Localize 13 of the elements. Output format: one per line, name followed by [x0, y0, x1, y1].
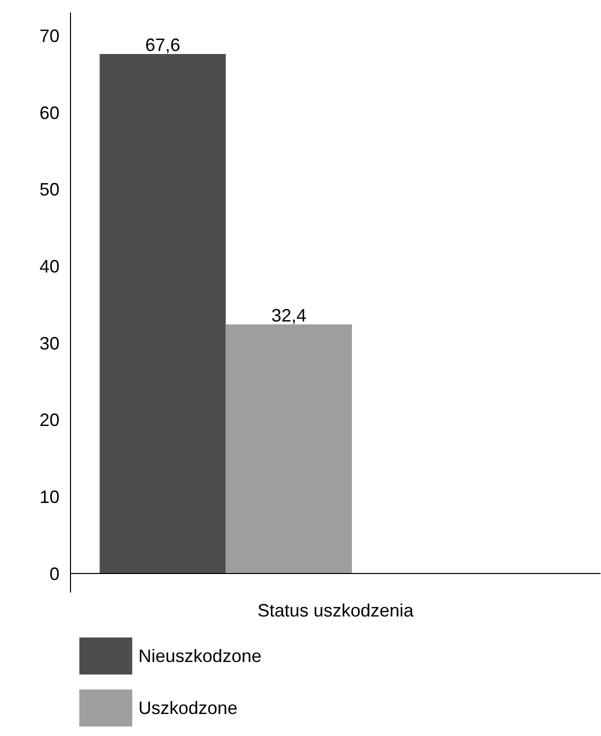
y-tick-label: 60: [39, 102, 60, 123]
y-tick-label: 70: [39, 26, 60, 46]
y-tick-label: 20: [39, 410, 60, 430]
y-tick-label: 30: [39, 333, 60, 354]
legend-label: Nieuszkodzone: [138, 646, 262, 666]
legend-label: Uszkodzone: [138, 698, 238, 718]
data-label: 32,4: [271, 305, 306, 326]
data-label: 67,6: [145, 34, 180, 55]
y-tick-label: 0: [49, 564, 60, 584]
y-tick-label: 40: [39, 256, 60, 277]
y-tick-label: 10: [39, 486, 60, 507]
x-tick-label: Status uszkodzenia: [257, 600, 415, 620]
y-tick-label: 50: [39, 180, 60, 200]
